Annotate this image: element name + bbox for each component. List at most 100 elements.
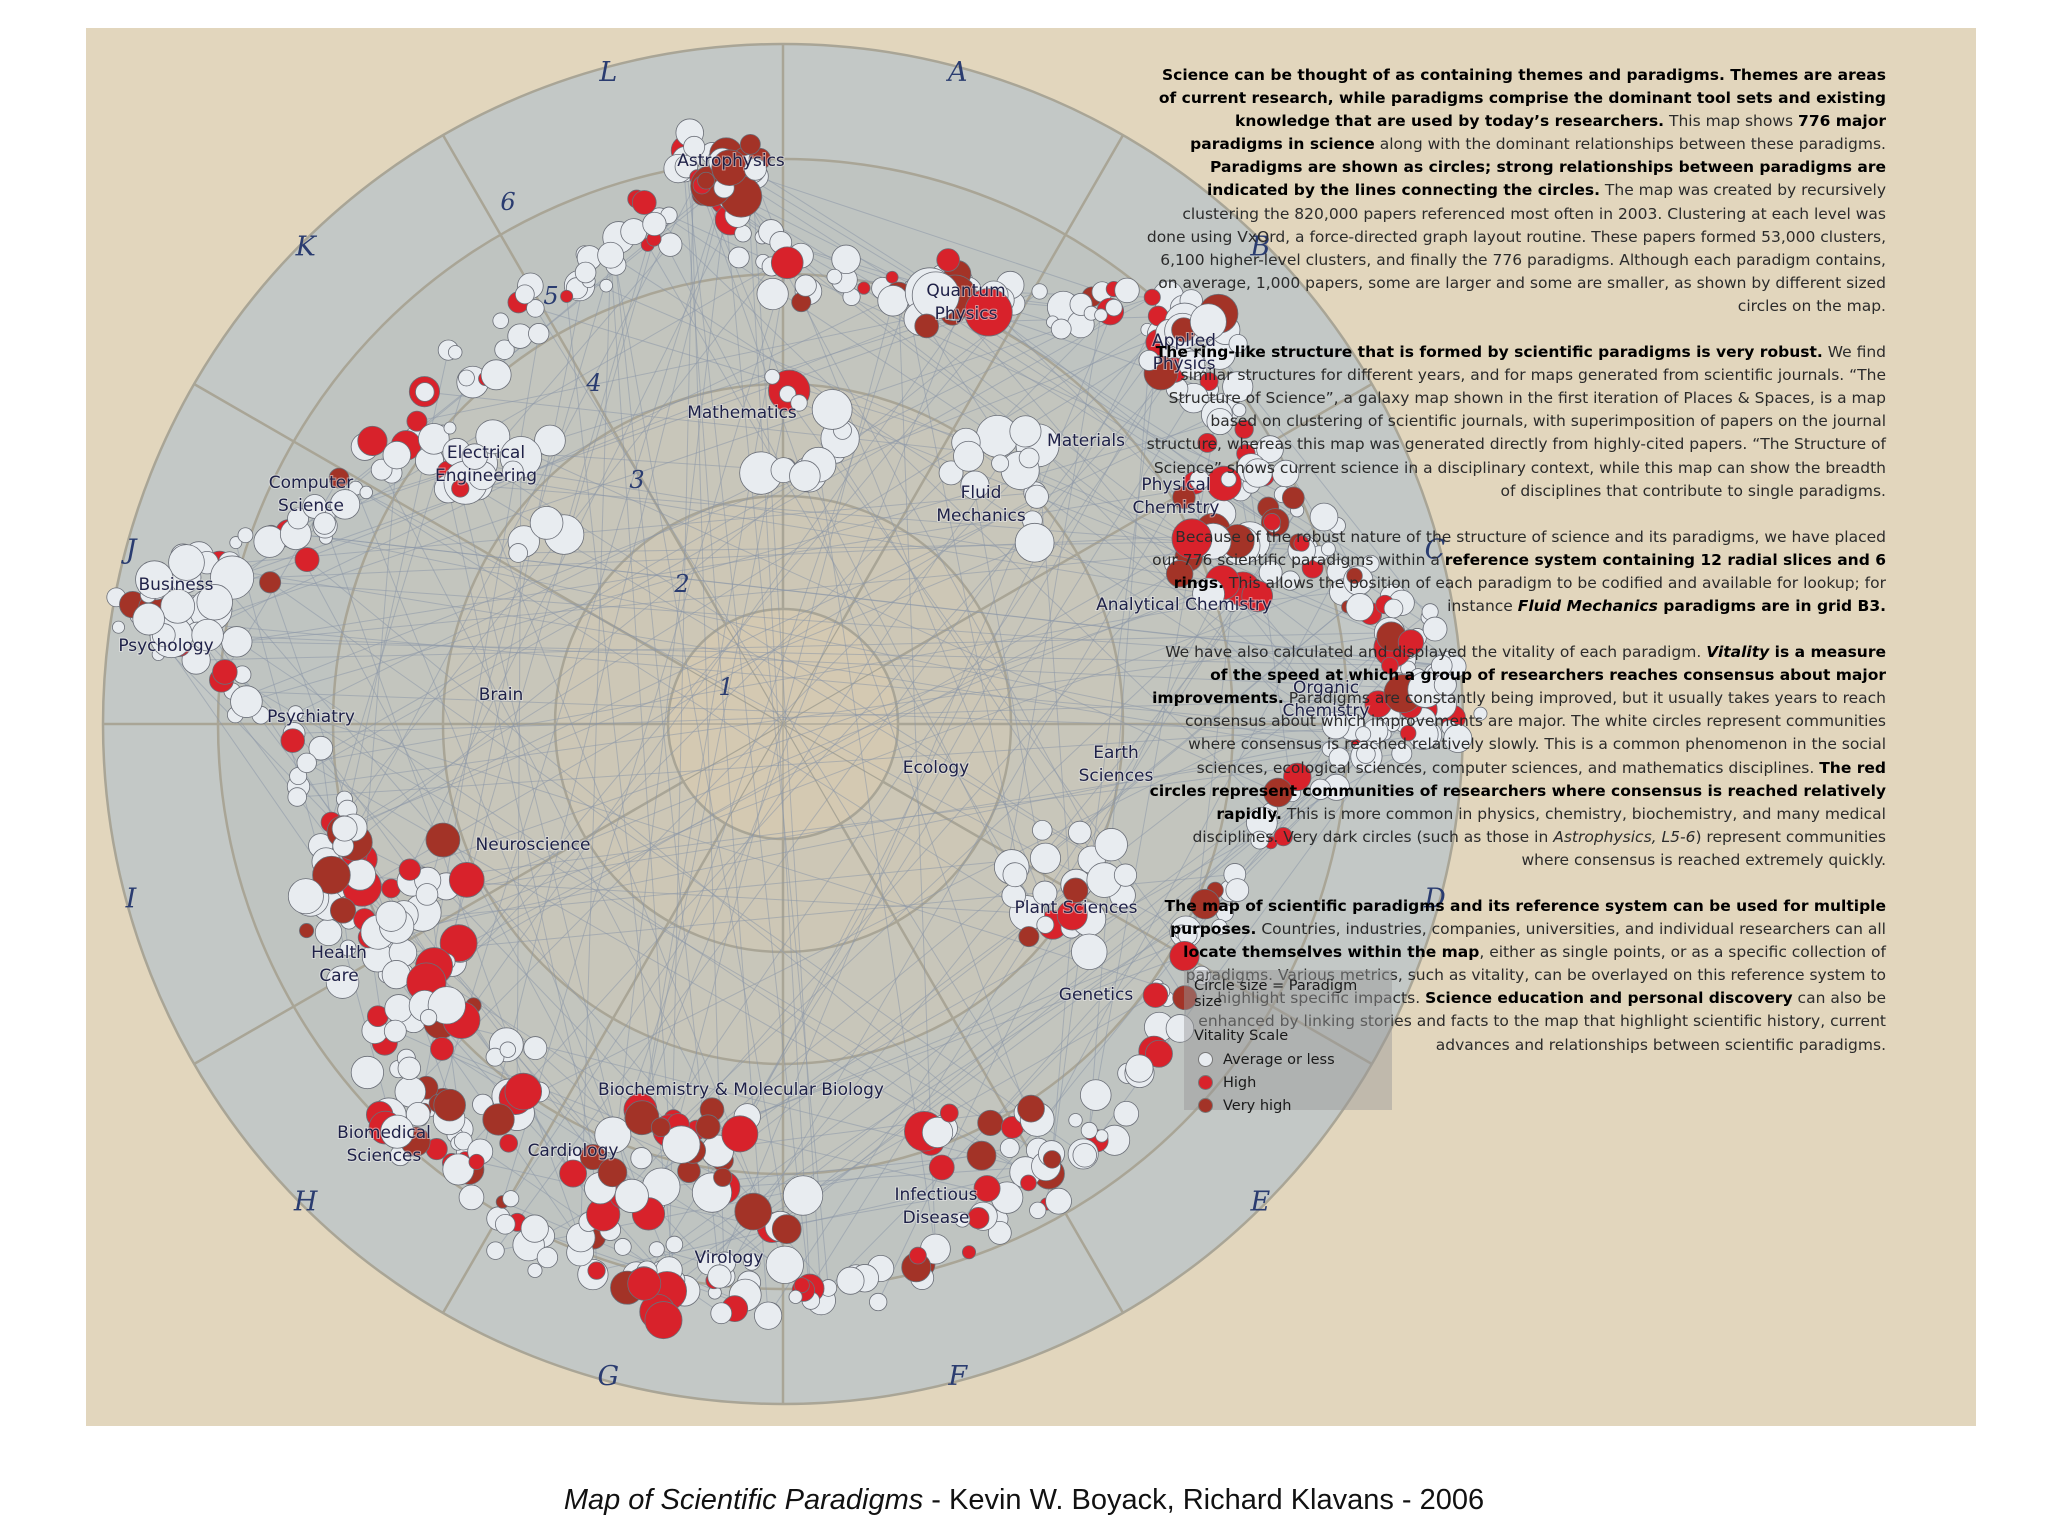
relationship-line (563, 244, 649, 535)
paradigm-circle (695, 1114, 721, 1140)
text-span: We have also calculated and displayed th… (1165, 643, 1707, 662)
node-label: Applied Physics (1152, 331, 1216, 374)
text-span: The ring-like structure that is formed b… (1155, 343, 1823, 362)
paradigm-circle (764, 368, 781, 385)
paradigm-circle (770, 246, 804, 280)
label-line: Infectious (895, 1185, 978, 1205)
text-span: This allows the position of each paradig… (1224, 573, 1886, 615)
label-line: Physics (1153, 354, 1216, 374)
relationship-line (660, 369, 1175, 1128)
paradigm-circle (1029, 1201, 1047, 1219)
label-line: Biomedical (337, 1123, 431, 1143)
paradigm-circle (398, 858, 421, 881)
paradigm-circle (921, 1116, 954, 1149)
paradigm-circle (494, 339, 515, 360)
paradigm-circle (313, 512, 336, 535)
text-span: Fluid Mechanics (1517, 596, 1658, 615)
paradigm-circle (1094, 828, 1128, 862)
paradigm-circle (508, 543, 528, 563)
relationship-line (1046, 337, 1161, 1205)
label-line: Care (319, 966, 358, 986)
relationship-line (905, 294, 1028, 914)
relationship-line (368, 733, 1364, 938)
paradigm-circle (1191, 965, 1212, 986)
node-label: Genetics (1059, 985, 1134, 1005)
relationship-line (702, 194, 1060, 1202)
paradigm-circle (1042, 1150, 1062, 1169)
paradigm-circle (831, 244, 861, 275)
paradigm-circle (405, 1101, 431, 1127)
paradigm-circle (1114, 277, 1140, 304)
paradigm-circle (529, 506, 564, 540)
paradigm-circle (869, 1292, 888, 1312)
relationship-line (148, 284, 1011, 620)
paradigm-circle (1189, 888, 1221, 920)
paradigm-circle (492, 312, 509, 329)
node-label: Analytical Chemistry (1096, 595, 1272, 615)
paradigm-circle (811, 389, 853, 430)
paradigm-circle (721, 1115, 759, 1153)
relationship-line (596, 1171, 1026, 1272)
inner-spoke (683, 665, 784, 725)
paradigm-circle (1206, 408, 1234, 436)
legend-label: Average or less (1223, 1051, 1335, 1068)
relationship-line (713, 307, 1115, 1281)
paradigm-circle (793, 1277, 810, 1294)
label-line: Sciences (347, 1146, 422, 1166)
relationship-line (297, 724, 1393, 798)
node-label: Biochemistry & Molecular Biology (598, 1080, 884, 1100)
paradigm-circle (939, 1103, 959, 1123)
relationship-line (729, 167, 1103, 293)
text-span: along with the dominant relationships be… (1374, 135, 1886, 154)
paradigm-circle (453, 1131, 473, 1151)
description-text: Science can be thought of as containing … (1146, 64, 1886, 1080)
paradigm-circle (1094, 308, 1108, 322)
relationship-line (1025, 431, 1330, 750)
paradigm-circle (1071, 933, 1108, 971)
relationship-line (224, 671, 1053, 1160)
label-line: Computer (269, 473, 354, 493)
paradigm-circle (613, 1238, 632, 1256)
node-label: Cardiology (528, 1141, 619, 1161)
relationship-line (473, 306, 968, 1006)
node-label: Mathematics (687, 403, 797, 423)
legend-swatch (1198, 1052, 1213, 1067)
paradigm-circle (287, 705, 304, 722)
relationship-line (639, 291, 968, 1111)
legend-item: Average or less (1194, 1048, 1382, 1071)
node-label: Ecology (903, 758, 969, 778)
relationship-line (452, 535, 1202, 963)
paradigm-circle (1197, 432, 1218, 453)
sector-letter-B: B (1249, 232, 1270, 263)
relationship-line (1037, 445, 1073, 916)
text-span: This map shows (1664, 112, 1799, 131)
ring-number-1: 1 (718, 673, 733, 701)
paradigm-circle (212, 659, 238, 685)
paradigm-circle (1356, 744, 1376, 764)
text-span: This is more common in physics, chemistr… (1192, 804, 1886, 846)
relationship-line (355, 487, 1046, 926)
paradigm-circle (458, 1184, 485, 1211)
paradigm-circle (909, 1246, 927, 1265)
paragraph-reference-system: Because of the robust nature of the stru… (1146, 526, 1886, 618)
node-label: Brain (479, 685, 524, 705)
paradigm-circle (1321, 711, 1350, 740)
inner-spoke (724, 723, 784, 824)
relationship-line (1006, 571, 1340, 1198)
text-span: The red circles represent communities of… (1149, 758, 1886, 823)
paradigm-circle (328, 467, 350, 489)
paradigm-circle (461, 443, 488, 470)
paradigm-circle (1346, 567, 1363, 585)
relationship-line (1088, 360, 1150, 1131)
paradigm-circle (1397, 629, 1424, 656)
paradigm-circle (765, 1245, 804, 1284)
paradigm-circle (135, 560, 174, 599)
relationship-line (477, 485, 1302, 551)
ring-number-4: 4 (585, 369, 601, 397)
label-line: Sciences (1079, 766, 1154, 786)
relationship-line (361, 753, 1402, 888)
paradigm-circle (523, 1036, 548, 1061)
paradigm-circle (458, 369, 475, 387)
paradigm-circle (658, 232, 683, 257)
label-line: Physics (935, 304, 998, 324)
